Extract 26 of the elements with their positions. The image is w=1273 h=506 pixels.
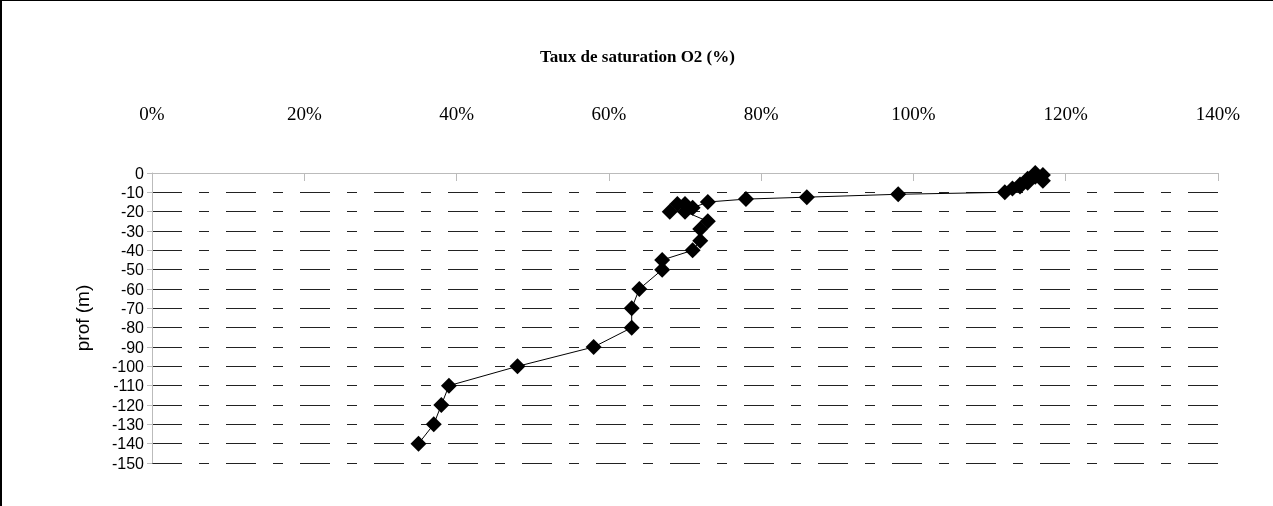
y-axis-title: prof (m) — [72, 284, 93, 352]
x-tick-label: 40% — [439, 103, 475, 124]
y-tick-label: -50 — [120, 261, 145, 279]
y-tick-label: -130 — [111, 415, 145, 433]
y-tick-label: -150 — [111, 454, 145, 472]
chart-title: Taux de saturation O2 (%) — [540, 47, 735, 66]
x-tick-label: 0% — [139, 103, 165, 124]
y-tick-label: -60 — [120, 280, 145, 298]
y-tick-label: 0 — [135, 164, 145, 182]
y-tick-label: -120 — [111, 396, 145, 414]
x-tick-label: 80% — [743, 103, 779, 124]
y-tick-label: -20 — [120, 203, 145, 221]
x-tick-label: 140% — [1195, 103, 1241, 124]
x-tick-label: 20% — [286, 103, 322, 124]
x-tick-label: 100% — [891, 103, 936, 124]
y-tick-label: -30 — [120, 222, 145, 240]
y-tick-label: -140 — [111, 435, 145, 453]
y-tick-label: -10 — [120, 183, 145, 201]
y-tick-label: -90 — [120, 338, 145, 356]
y-tick-label: -80 — [120, 319, 145, 337]
y-tick-label: -70 — [120, 299, 145, 317]
y-tick-label: -110 — [113, 377, 145, 395]
y-tick-label: -100 — [111, 357, 145, 375]
x-tick-label: 60% — [591, 103, 627, 124]
x-tick-label: 120% — [1043, 103, 1089, 124]
y-tick-label: -40 — [120, 241, 145, 259]
